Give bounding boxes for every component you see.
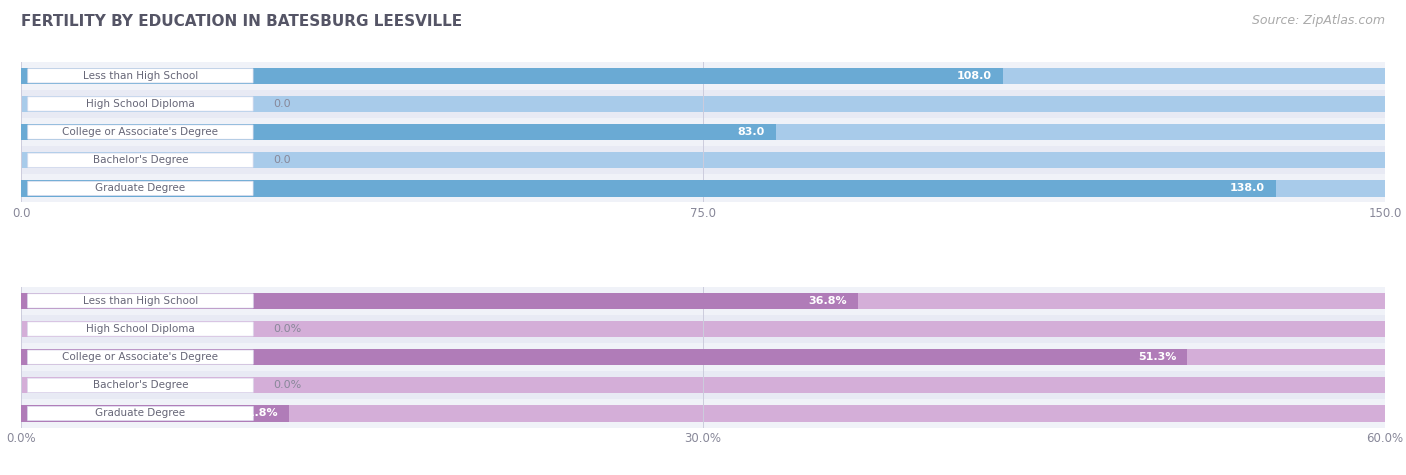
Bar — [21, 287, 1385, 315]
Text: 0.0: 0.0 — [273, 99, 291, 109]
Bar — [21, 405, 1385, 422]
Text: 0.0%: 0.0% — [273, 380, 302, 390]
Bar — [21, 174, 1385, 202]
Text: College or Associate's Degree: College or Associate's Degree — [62, 127, 218, 137]
Bar — [21, 90, 1385, 118]
FancyBboxPatch shape — [28, 350, 253, 364]
Bar — [21, 293, 1385, 309]
Text: Source: ZipAtlas.com: Source: ZipAtlas.com — [1251, 14, 1385, 27]
Text: 0.0%: 0.0% — [273, 324, 302, 334]
Bar — [21, 180, 1275, 197]
FancyBboxPatch shape — [28, 181, 253, 196]
Bar — [21, 349, 1385, 365]
FancyBboxPatch shape — [28, 69, 253, 83]
Text: College or Associate's Degree: College or Associate's Degree — [62, 352, 218, 362]
Text: FERTILITY BY EDUCATION IN BATESBURG LEESVILLE: FERTILITY BY EDUCATION IN BATESBURG LEES… — [21, 14, 463, 29]
Bar — [21, 67, 1002, 84]
FancyBboxPatch shape — [28, 378, 253, 392]
Bar — [21, 124, 776, 140]
Text: Graduate Degree: Graduate Degree — [96, 408, 186, 418]
Bar — [21, 180, 1385, 197]
Bar — [21, 315, 1385, 343]
Text: Less than High School: Less than High School — [83, 71, 198, 81]
Text: Less than High School: Less than High School — [83, 296, 198, 306]
Text: 51.3%: 51.3% — [1137, 352, 1177, 362]
Bar — [21, 399, 1385, 428]
Text: 138.0: 138.0 — [1230, 183, 1265, 193]
Bar — [21, 293, 858, 309]
Bar — [21, 343, 1385, 371]
Text: 0.0: 0.0 — [273, 155, 291, 165]
Text: 83.0: 83.0 — [738, 127, 765, 137]
Text: Bachelor's Degree: Bachelor's Degree — [93, 155, 188, 165]
Text: 11.8%: 11.8% — [240, 408, 278, 418]
Bar — [21, 405, 290, 422]
Bar — [21, 146, 1385, 174]
FancyBboxPatch shape — [28, 153, 253, 167]
Bar — [21, 377, 1385, 393]
Bar — [21, 96, 1385, 112]
FancyBboxPatch shape — [28, 97, 253, 111]
Bar — [21, 124, 1385, 140]
Text: High School Diploma: High School Diploma — [86, 324, 195, 334]
Text: Bachelor's Degree: Bachelor's Degree — [93, 380, 188, 390]
Bar — [21, 62, 1385, 90]
Bar — [21, 152, 1385, 168]
Text: 36.8%: 36.8% — [808, 296, 846, 306]
FancyBboxPatch shape — [28, 294, 253, 308]
FancyBboxPatch shape — [28, 322, 253, 336]
Bar — [21, 118, 1385, 146]
Text: High School Diploma: High School Diploma — [86, 99, 195, 109]
Bar — [21, 321, 1385, 337]
Bar — [21, 67, 1385, 84]
Text: Graduate Degree: Graduate Degree — [96, 183, 186, 193]
Text: 108.0: 108.0 — [957, 71, 993, 81]
FancyBboxPatch shape — [28, 125, 253, 139]
Bar — [21, 371, 1385, 399]
Bar — [21, 349, 1187, 365]
FancyBboxPatch shape — [28, 406, 253, 420]
